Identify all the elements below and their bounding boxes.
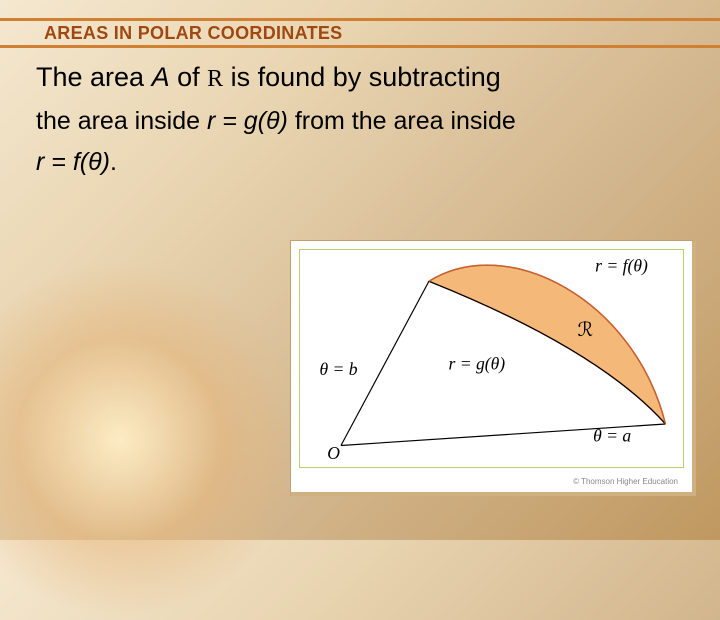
label-outer-curve: r = f(θ) [595, 256, 648, 276]
t2-post: from the area inside [288, 107, 516, 135]
t1-pre: The area [36, 62, 152, 92]
diagram-credit: © Thomson Higher Education [573, 477, 678, 486]
t3-eq: r = f(θ) [36, 148, 110, 176]
diagram-box: r = f(θ) ℛ r = g(θ) θ = b θ = a O © Thom… [290, 240, 696, 496]
label-theta-a: θ = a [593, 426, 631, 446]
body-text: The area A of R is found by subtracting … [36, 62, 696, 177]
t2-pre: the area inside [36, 107, 207, 135]
label-inner-curve: r = g(θ) [448, 353, 505, 373]
polar-area-diagram: r = f(θ) ℛ r = g(θ) θ = b θ = a O [300, 250, 683, 467]
header-title: AREAS IN POLAR COORDINATES [44, 23, 342, 44]
text-line-3: r = f(θ). [36, 148, 696, 177]
t2-eq: r = g(θ) [207, 107, 288, 135]
t1-mid: of [170, 62, 208, 92]
text-line-1: The area A of R is found by subtracting [36, 62, 696, 93]
label-origin: O [327, 443, 340, 463]
label-region: ℛ [578, 320, 594, 341]
t1-post: is found by subtracting [223, 62, 501, 92]
t1-R: R [207, 66, 223, 92]
t1-A: A [152, 62, 170, 92]
header-bar: AREAS IN POLAR COORDINATES [0, 18, 720, 48]
text-line-2: the area inside r = g(θ) from the area i… [36, 107, 696, 136]
label-theta-b: θ = b [319, 359, 357, 379]
region-fill [429, 265, 666, 424]
diagram-inner: r = f(θ) ℛ r = g(θ) θ = b θ = a O [299, 249, 684, 468]
t3-post: . [110, 148, 117, 176]
